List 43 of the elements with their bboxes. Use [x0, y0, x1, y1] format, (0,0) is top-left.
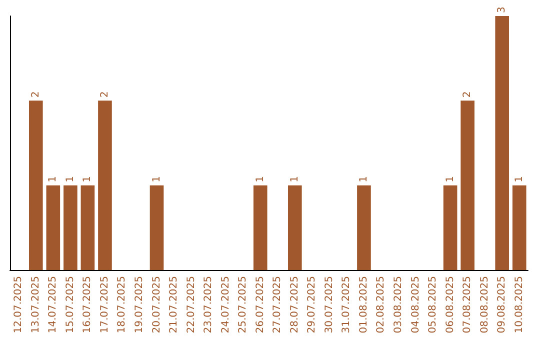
x-tick-label: 15.07.2025: [64, 276, 76, 334]
data-label: 2: [462, 91, 474, 98]
x-tick-label: 06.08.2025: [444, 276, 456, 334]
x-tick-label: 04.08.2025: [410, 276, 422, 334]
x-tick-label: 22.07.2025: [186, 276, 197, 334]
x-tick-label: 13.07.2025: [30, 276, 42, 334]
x-tick-label: 12.07.2025: [13, 276, 24, 334]
x-tick-label: 21.07.2025: [168, 276, 180, 334]
x-tick-label: 05.08.2025: [428, 276, 439, 334]
data-label: 1: [254, 176, 266, 182]
x-tick-label: 01.08.2025: [358, 276, 370, 334]
x-tick-label: 27.07.2025: [272, 276, 284, 334]
data-label: 1: [64, 176, 76, 182]
x-tick-label: 10.08.2025: [514, 276, 525, 334]
data-label: 1: [48, 176, 59, 182]
x-tick-label: 16.07.2025: [82, 276, 94, 334]
x-tick-label: 25.07.2025: [238, 276, 249, 334]
data-label: 1: [151, 176, 162, 182]
x-tick-label: 07.08.2025: [462, 276, 474, 334]
x-tick-label: 08.08.2025: [479, 276, 490, 334]
data-label: 1: [514, 176, 525, 182]
x-tick-label: 20.07.2025: [151, 276, 162, 334]
data-label: 1: [82, 176, 94, 182]
x-tick-label: 02.08.2025: [376, 276, 387, 334]
data-label: 3: [496, 6, 508, 13]
x-tick-label: 18.07.2025: [116, 276, 128, 334]
x-tick-label: 28.07.2025: [289, 276, 300, 334]
x-tick-label: 23.07.2025: [203, 276, 214, 334]
x-tick-label: 19.07.2025: [134, 276, 145, 334]
x-tick-label: 09.08.2025: [496, 276, 508, 334]
x-tick-label: 17.07.2025: [99, 276, 110, 334]
x-tick-label: 31.07.2025: [341, 276, 352, 334]
data-label: 2: [30, 91, 42, 98]
data-label: 2: [99, 91, 110, 98]
x-tick-label: 30.07.2025: [324, 276, 335, 334]
data-label: 1: [358, 176, 370, 182]
x-tick-label: 29.07.2025: [306, 276, 318, 334]
x-tick-label: 26.07.2025: [254, 276, 266, 334]
x-tick-label: 14.07.2025: [48, 276, 59, 334]
data-label: 1: [444, 176, 456, 182]
x-tick-label: 03.08.2025: [393, 276, 404, 334]
data-label: 1: [289, 176, 300, 182]
x-tick-label: 24.07.2025: [220, 276, 232, 334]
